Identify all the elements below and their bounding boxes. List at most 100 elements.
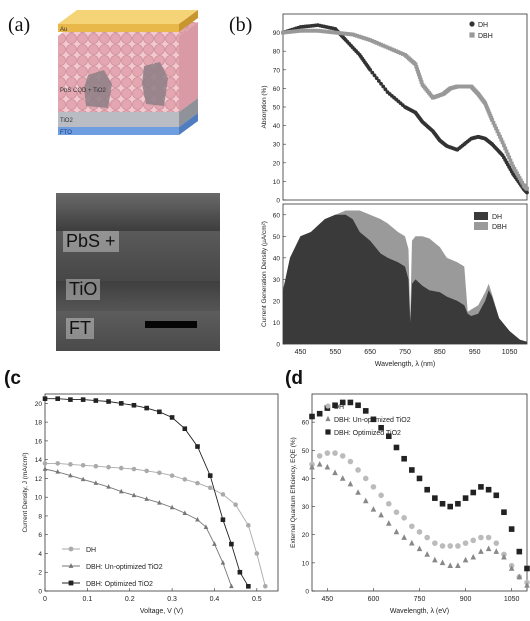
y-tick-label: 18: [35, 420, 43, 427]
data-point: [478, 548, 484, 554]
legend-label: DBH: Un-optimized TiO2: [86, 564, 163, 571]
legend-label: DBH: Optimized TiO2: [334, 430, 401, 437]
tio2-pillar-icon: [84, 70, 112, 108]
data-point: [503, 146, 508, 151]
data-point: [383, 87, 388, 92]
data-point: [418, 77, 423, 82]
data-point: [424, 486, 430, 493]
y-axis-label: Current Density, J (mA/cm²): [22, 452, 29, 532]
data-point: [316, 461, 323, 467]
x-axis-label: Wavelength, λ (nm): [375, 361, 435, 368]
data-point: [378, 424, 384, 431]
data-point: [325, 403, 331, 409]
y-tick-label: 80: [273, 49, 281, 56]
y-axis-label: External Quantum Efficiency, EQE (%): [290, 437, 297, 548]
data-point: [131, 466, 137, 472]
data-point: [501, 509, 507, 515]
y-tick-label: 40: [273, 255, 281, 262]
x-tick-label: 850: [434, 349, 446, 356]
data-point: [118, 401, 124, 406]
data-point: [355, 402, 361, 409]
data-point: [400, 52, 405, 56]
data-point: [416, 545, 423, 552]
sem-cqd-region: [56, 231, 220, 281]
data-point: [492, 123, 497, 128]
data-point: [309, 463, 315, 470]
data-point: [332, 450, 338, 456]
panel-label-b: (b): [229, 14, 253, 36]
data-point: [439, 543, 446, 549]
data-point: [313, 28, 318, 33]
x-tick-label: 950: [469, 349, 481, 356]
data-point: [376, 79, 381, 83]
data-point: [325, 415, 331, 422]
data-point: [483, 101, 488, 106]
data-point: [169, 415, 175, 420]
data-point: [346, 32, 351, 36]
data-point: [366, 37, 370, 42]
data-point: [462, 495, 469, 501]
tio2-layer-side: [179, 98, 198, 127]
x-tick-label: 1050: [502, 349, 518, 356]
data-point: [233, 502, 238, 507]
y-tick-label: 50: [273, 234, 281, 241]
data-point: [387, 46, 392, 51]
panel-label-c: (c: [4, 368, 21, 389]
y-tick-label: 40: [273, 123, 281, 130]
data-point: [419, 80, 424, 85]
data-point: [348, 32, 353, 37]
data-point: [195, 516, 200, 522]
y-tick-label: 10: [273, 179, 281, 186]
data-point: [262, 584, 268, 589]
data-point: [462, 540, 469, 546]
data-point: [370, 70, 375, 75]
data-point: [220, 517, 226, 523]
data-point: [347, 480, 354, 487]
data-point: [485, 534, 492, 541]
fto-layer-side: [179, 113, 198, 135]
data-point: [374, 76, 379, 81]
data-point: [333, 30, 338, 35]
y-tick-label: 16: [35, 438, 43, 445]
data-point: [368, 38, 373, 42]
sem-tio2-region: [56, 281, 220, 311]
data-point: [417, 72, 421, 77]
sem-label-ft: FT: [66, 318, 94, 339]
x-tick-label: 750: [414, 596, 426, 603]
y-axis-label: Absorption (%): [261, 86, 268, 129]
fto-layer-front: [58, 127, 179, 135]
y-tick-label: 8: [38, 513, 42, 520]
data-point: [55, 396, 61, 401]
au-layer-front: [58, 24, 179, 32]
data-point: [357, 34, 362, 39]
data-point: [469, 32, 475, 38]
data-point: [347, 458, 354, 465]
y-tick-label: 14: [35, 457, 43, 464]
y-tick-label: 10: [35, 495, 43, 502]
x-axis-label: Voltage, V (V): [140, 608, 183, 615]
data-point: [361, 36, 366, 40]
data-point: [383, 44, 388, 49]
data-point: [385, 433, 392, 440]
data-point: [516, 173, 521, 178]
panel-label-a: (a): [8, 14, 31, 36]
data-point: [331, 30, 336, 35]
data-point: [80, 397, 86, 402]
data-point: [432, 495, 438, 501]
y-tick-label: 10: [302, 560, 310, 567]
data-point: [494, 126, 498, 131]
data-point: [415, 67, 420, 72]
y-tick-label: 60: [273, 212, 281, 219]
data-point: [524, 565, 530, 572]
y-tick-label: 50: [302, 448, 310, 455]
data-point: [409, 467, 415, 473]
data-point: [511, 164, 515, 169]
legend-label: DBH: [492, 224, 507, 231]
data-point: [439, 559, 446, 566]
data-point: [332, 402, 338, 409]
y-tick-label: 30: [273, 142, 281, 149]
data-point: [525, 190, 529, 195]
x-tick-label: 600: [368, 596, 380, 603]
data-point: [337, 31, 342, 35]
